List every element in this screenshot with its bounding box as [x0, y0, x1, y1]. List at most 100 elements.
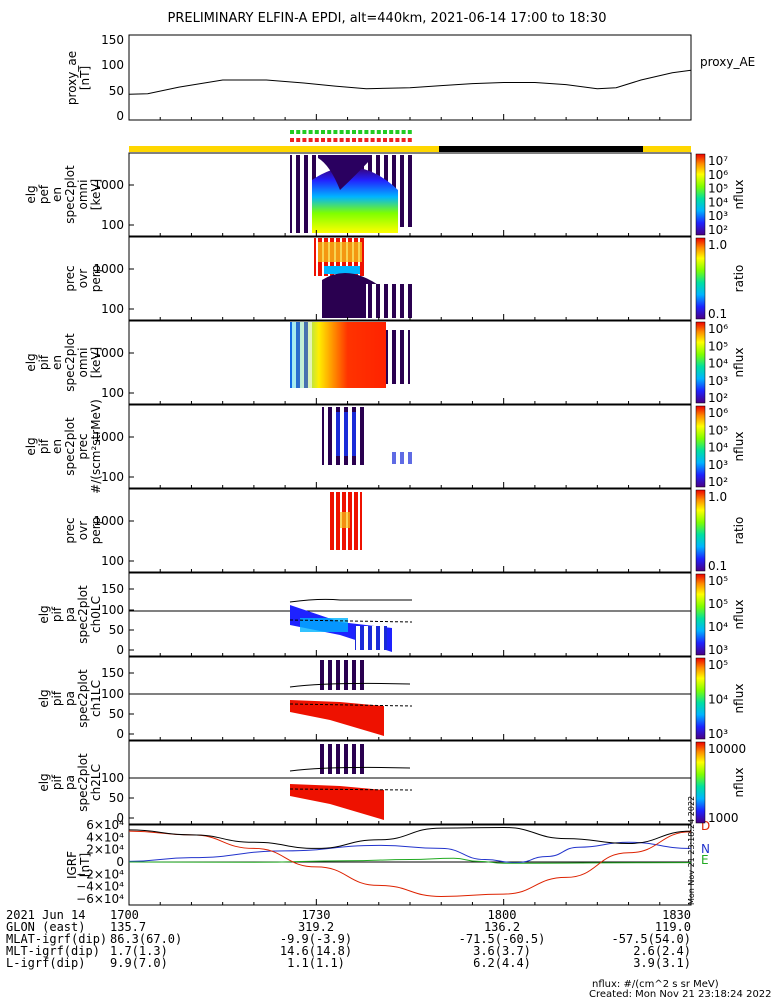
- footer-units-note: nflux: #/(cm^2 s sr MeV): [592, 979, 719, 990]
- prec-marker-red: [395, 138, 400, 142]
- panel-pa-ch2lc: [128, 740, 692, 825]
- colorbar-tick: 1.0: [708, 490, 727, 504]
- prec-marker-green: [395, 130, 400, 134]
- panel-ylabel: en: [50, 439, 64, 454]
- igrf-ytick: 4×10⁴: [86, 830, 124, 844]
- igrf-series-e: [128, 857, 692, 864]
- panel-ytick: 0: [116, 811, 124, 825]
- colorbar-tick: 10³: [708, 727, 728, 741]
- ephemeris-value: 1700: [110, 908, 139, 922]
- panel-ytick: 50: [109, 623, 124, 637]
- footer-side-stamp: Mon Nov 21 23:18:24 2022: [687, 796, 696, 905]
- prec-marker-green: [321, 130, 325, 134]
- colorbar-tick: 10⁴: [708, 441, 728, 455]
- igrf-ytick: 6×10⁴: [86, 818, 124, 832]
- panel-ylabel: perp: [89, 265, 103, 293]
- panel-igrf: D N E Mon Nov 21 23:18:24 2022: [128, 796, 710, 906]
- panel-ylabel: [keV]: [89, 347, 103, 378]
- panel-elx-pef-omni: [128, 152, 692, 237]
- panel-ylabel: prec: [76, 433, 90, 459]
- ephemeris-value: 3.6(3.7): [473, 944, 531, 958]
- ephemeris-value: 1730: [302, 908, 331, 922]
- proxy-ae-ytick-100: 100: [101, 58, 124, 72]
- chart-title: PRELIMINARY ELFIN-A EPDI, alt=440km, 202…: [168, 11, 607, 26]
- panel-ytick: 100: [101, 687, 124, 701]
- panel-proxy-ae: proxy_ae [nT] 150 100 50 0 proxy_AE: [65, 33, 755, 123]
- prec-marker-red: [339, 138, 344, 142]
- ephemeris-label: GLON (east): [6, 920, 85, 934]
- panel-ytick: 0: [116, 727, 124, 741]
- ephemeris-value: 1.7(1.3): [110, 944, 168, 958]
- prec-marker-red: [308, 138, 313, 142]
- panel-ytick: 100: [101, 302, 124, 316]
- colorbar-tick: 10⁵: [708, 658, 728, 672]
- ephemeris-value: 3.9(3.1): [633, 956, 691, 970]
- colorbar-tick: 10⁷: [708, 154, 728, 168]
- colorbar-tick: 10⁵: [708, 339, 728, 353]
- colorbar: [695, 489, 706, 572]
- prec-marker-red: [302, 138, 307, 142]
- ephemeris-value: 1.1(1.1): [287, 956, 345, 970]
- panel-ylabel: elg: [37, 689, 51, 707]
- panel-e-prec-ovr-perp: [128, 236, 692, 321]
- proxy-ae-ytick-150: 150: [101, 33, 124, 47]
- prec-marker-red: [327, 138, 332, 142]
- footer-created: Created: Mon Nov 21 23:18:24 2022: [589, 989, 772, 1000]
- colorbar-tick: 1.0: [708, 238, 727, 252]
- colorbar-tick: 10⁵: [708, 182, 728, 196]
- prec-marker-red: [407, 138, 412, 142]
- igrf-ytick: 0: [116, 855, 124, 869]
- colorbar-tick: 0.1: [708, 307, 727, 321]
- prec-marker-red: [296, 138, 301, 142]
- prec-marker-green: [327, 130, 332, 134]
- colorbar-tick: 10³: [708, 643, 728, 657]
- ephemeris-value: 86.3(67.0): [110, 932, 182, 946]
- prec-marker-green: [339, 130, 344, 134]
- igrf-series-n: [128, 841, 692, 864]
- panel-ylabel: elg: [24, 437, 38, 455]
- panel-ylabel: pif: [50, 690, 64, 706]
- panel-ylabel: elg: [37, 773, 51, 791]
- panel-ylabel: pa: [63, 691, 77, 706]
- panel-ylabel: spec2plot: [76, 669, 90, 728]
- prec-marker-green: [290, 130, 294, 134]
- ephemeris-value: 2.6(2.4): [633, 944, 691, 958]
- panel-ylabel: prec: [63, 517, 77, 543]
- panel-ylabel: omni: [76, 180, 90, 210]
- panel-ylabel: ch0LC: [89, 596, 103, 633]
- colorbar-tick: 10⁴: [708, 693, 728, 707]
- ephemeris-label: L-igrf(dip): [6, 956, 85, 970]
- ephemeris-value: 136.2: [484, 920, 520, 934]
- panel-ytick: 1000: [93, 346, 124, 360]
- colorbar-tick: 10⁶: [708, 322, 728, 336]
- igrf-ytick: −4×10⁴: [76, 880, 124, 894]
- panel-ytick: 1000: [93, 178, 124, 192]
- prec-marker-red: [370, 138, 375, 142]
- panel-ylabel: [keV]: [89, 179, 103, 210]
- panel-ylabel: spec2plot: [76, 585, 90, 644]
- prec-marker-red: [364, 138, 369, 142]
- colorbar: [695, 237, 706, 320]
- precipitation-markers: [290, 130, 412, 142]
- colorbar-tick: 10⁶: [708, 168, 728, 182]
- prec-marker-green: [308, 130, 313, 134]
- colorbar-tick: 10³: [708, 458, 728, 472]
- colorbar-tick: 10³: [708, 209, 728, 223]
- ephemeris-value: 14.6(14.8): [280, 944, 352, 958]
- panel-ylabel: ovr: [76, 521, 90, 540]
- prec-marker-red: [389, 138, 394, 142]
- panel-ytick: 50: [109, 707, 124, 721]
- panel-ylabel: #/(scm²strMeV): [89, 399, 103, 494]
- colorbars: 10⁷10⁶10⁵10⁴10³10²nflux1.00.1ratio10⁶10⁵…: [695, 153, 746, 825]
- panel-ytick: 150: [101, 666, 124, 680]
- prec-marker-red: [321, 138, 325, 142]
- panel-pa-ch1lc: [128, 656, 692, 741]
- prec-marker-green: [358, 130, 363, 134]
- panel-ylabel: pif: [37, 438, 51, 454]
- prec-marker-green: [352, 130, 356, 134]
- panel-ylabel: pef: [37, 184, 51, 204]
- colorbar-label: nflux: [732, 684, 746, 714]
- panel-ylabel: elg: [37, 605, 51, 623]
- panel-ytick: 50: [109, 791, 124, 805]
